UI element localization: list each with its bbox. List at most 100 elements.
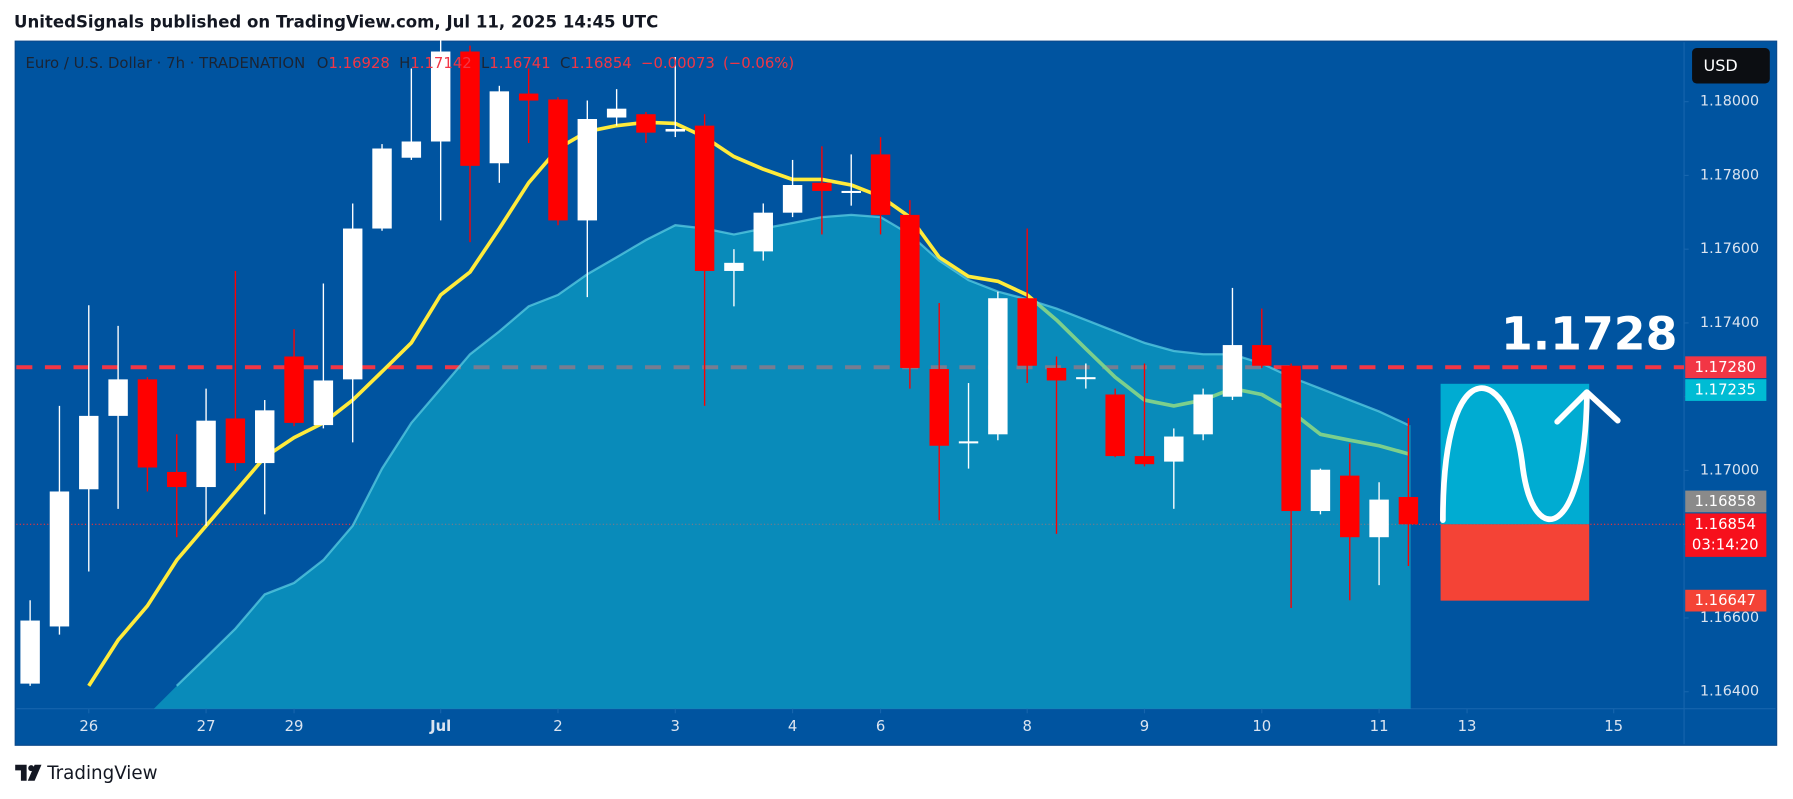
- candle-body: [958, 441, 979, 444]
- y-tick-label: 1.16600: [1700, 610, 1759, 626]
- price-label-box: [1685, 356, 1767, 379]
- position-layer: [1440, 383, 1590, 601]
- x-tick-label: 10: [1252, 717, 1271, 735]
- ohlc-letter: O: [317, 54, 329, 72]
- candle-body: [372, 148, 392, 229]
- candle-body: [1281, 365, 1301, 512]
- ohlc-letter: C: [560, 54, 570, 72]
- logo-mark: [27, 764, 42, 781]
- candle-body: [694, 125, 715, 271]
- candle-body: [841, 190, 861, 193]
- x-tick-label: 8: [1022, 717, 1031, 735]
- logo-mark: [15, 764, 27, 781]
- x-tick-label: 26: [79, 717, 98, 735]
- x-tick-label: 11: [1370, 717, 1389, 735]
- candle-body: [665, 128, 685, 132]
- candle-body: [1252, 345, 1272, 366]
- candle-body: [753, 212, 773, 252]
- x-tick-label: Jul: [429, 717, 451, 735]
- candle-body: [1193, 394, 1213, 435]
- candle-body: [1046, 367, 1067, 381]
- price-label: 1.17280: [1695, 358, 1756, 376]
- candle-body: [460, 51, 480, 166]
- x-tick-label: 6: [876, 717, 885, 735]
- ohlc-value: 1.16854: [570, 54, 631, 72]
- x-tick-label: 15: [1604, 717, 1623, 735]
- candle-body: [79, 415, 99, 490]
- ohlc-value: 1.16928: [328, 54, 389, 72]
- candle-body: [167, 471, 187, 488]
- candle-body: [518, 93, 539, 101]
- price-label: 1.16854: [1695, 515, 1756, 533]
- y-tick-label: 1.17600: [1700, 241, 1759, 257]
- ohlc-letter: H: [399, 54, 410, 72]
- x-tick-label: 13: [1458, 717, 1477, 735]
- candle-body: [812, 182, 832, 191]
- candle-body: [225, 418, 246, 464]
- candle-body: [20, 620, 40, 684]
- indicator-area: [153, 214, 1411, 709]
- candle-body: [870, 154, 891, 215]
- publish-header: UnitedSignals published on TradingView.c…: [14, 12, 658, 31]
- candle-body: [1369, 499, 1389, 538]
- y-tick-label: 1.16400: [1700, 684, 1759, 700]
- candle-body: [988, 298, 1008, 435]
- candle-body: [1222, 345, 1243, 397]
- candle-body: [137, 379, 158, 468]
- candle-body: [1134, 456, 1155, 465]
- candle-body: [636, 114, 656, 133]
- price-label: 1.16647: [1695, 591, 1756, 609]
- candle-body: [606, 108, 627, 118]
- candle-body: [313, 380, 334, 426]
- bar-countdown: 03:14:20: [1692, 535, 1759, 553]
- symbol-name: Euro / U.S. Dollar · 7h · TRADENATION: [25, 54, 305, 72]
- price-label: 1.16858: [1695, 492, 1756, 510]
- x-tick-label: 2: [553, 717, 562, 735]
- candle-body: [108, 379, 128, 416]
- candle-body: [1310, 469, 1331, 512]
- target-annotation: 1.1728: [1501, 308, 1677, 361]
- candle-body: [548, 99, 568, 221]
- candle-body: [929, 369, 949, 446]
- price-label-box: [1685, 513, 1767, 557]
- candle-body: [577, 119, 598, 221]
- x-tick-label: 29: [285, 717, 304, 735]
- ohlc-value: 1.16741: [489, 54, 550, 72]
- candle-body: [196, 420, 216, 488]
- change-percent: (−0.06%): [723, 54, 794, 72]
- ohlc-value: 1.17142: [410, 54, 471, 72]
- price-label-box: [1685, 490, 1767, 513]
- brand-logo: [15, 764, 42, 781]
- x-tick-label: 27: [197, 717, 216, 735]
- candle-body: [255, 410, 275, 464]
- stop-zone: [1440, 524, 1590, 601]
- candles-layer: [20, 40, 1419, 686]
- drawn-arrow: [1440, 385, 1621, 523]
- x-tick-label: 4: [788, 717, 797, 735]
- arrow-head: [1554, 389, 1621, 425]
- brand-name: TradingView: [46, 763, 157, 784]
- candle-body: [430, 51, 451, 142]
- candle-body: [401, 141, 422, 158]
- currency-button[interactable]: [1692, 48, 1770, 84]
- candle-body: [724, 262, 744, 271]
- symbol-legend: Euro / U.S. Dollar · 7h · TRADENATION O1…: [25, 54, 794, 72]
- y-tick-label: 1.17400: [1700, 315, 1759, 331]
- price-label-box: [1685, 589, 1767, 612]
- change-value: −0.00073: [641, 54, 715, 72]
- candle-body: [284, 356, 304, 423]
- candle-body: [1398, 497, 1419, 525]
- candle-body: [49, 491, 70, 627]
- y-tick-label: 1.18000: [1700, 94, 1759, 110]
- wave-curve: [1440, 385, 1590, 523]
- candle-body: [1164, 436, 1184, 462]
- y-tick-label: 1.17800: [1700, 167, 1759, 183]
- currency-label[interactable]: USD: [1704, 56, 1738, 75]
- candle-body: [342, 228, 363, 380]
- y-tick-label: 1.17000: [1700, 462, 1759, 478]
- candle-body: [900, 214, 920, 368]
- ohlc-letter: L: [481, 54, 490, 72]
- series-layer: [87, 120, 1411, 709]
